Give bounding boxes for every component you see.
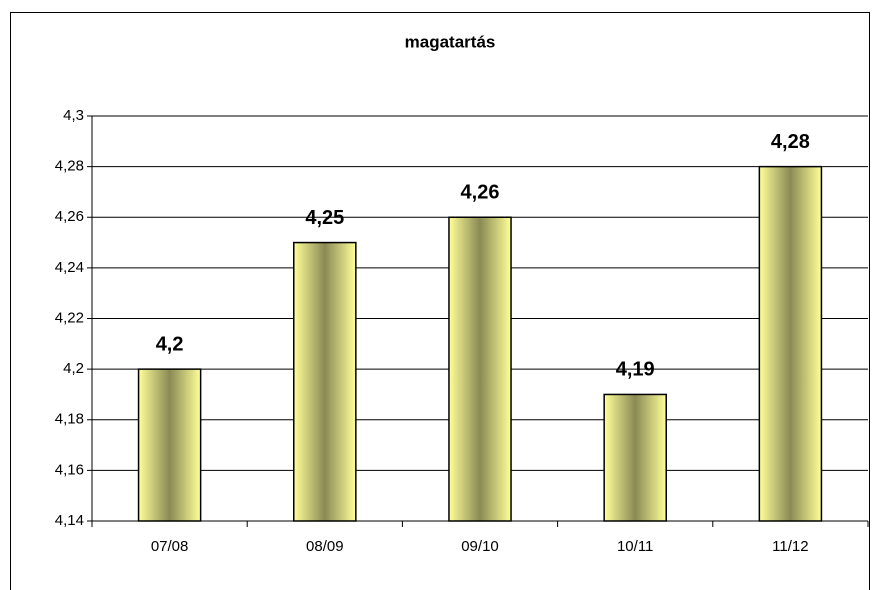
chart-title: magatartás xyxy=(405,32,496,51)
x-tick-label: 09/10 xyxy=(461,538,499,555)
x-tick-label: 11/12 xyxy=(772,538,808,555)
value-label: 4,28 xyxy=(771,131,810,153)
y-tick-label: 4,3 xyxy=(63,107,84,124)
y-tick-label: 4,28 xyxy=(55,158,84,175)
y-tick-label: 4,18 xyxy=(55,411,84,428)
y-tick-label: 4,22 xyxy=(55,309,84,326)
value-label: 4,19 xyxy=(616,359,655,381)
bar xyxy=(293,241,357,522)
value-label: 4,26 xyxy=(461,182,500,204)
value-label: 4,2 xyxy=(156,333,184,355)
y-tick-label: 4,2 xyxy=(63,360,84,377)
x-tick-label: 10/11 xyxy=(617,538,653,555)
y-tick-label: 4,24 xyxy=(55,259,84,276)
y-tick-label: 4,26 xyxy=(55,208,84,225)
x-tick-label: 08/09 xyxy=(306,538,344,555)
y-tick-label: 4,16 xyxy=(55,461,84,478)
bar xyxy=(758,165,823,522)
y-tick-label: 4,14 xyxy=(55,512,84,529)
bar xyxy=(448,216,512,522)
bar xyxy=(137,368,202,522)
value-label: 4,25 xyxy=(305,207,344,229)
bar xyxy=(603,393,667,522)
x-tick-label: 07/08 xyxy=(151,538,189,555)
